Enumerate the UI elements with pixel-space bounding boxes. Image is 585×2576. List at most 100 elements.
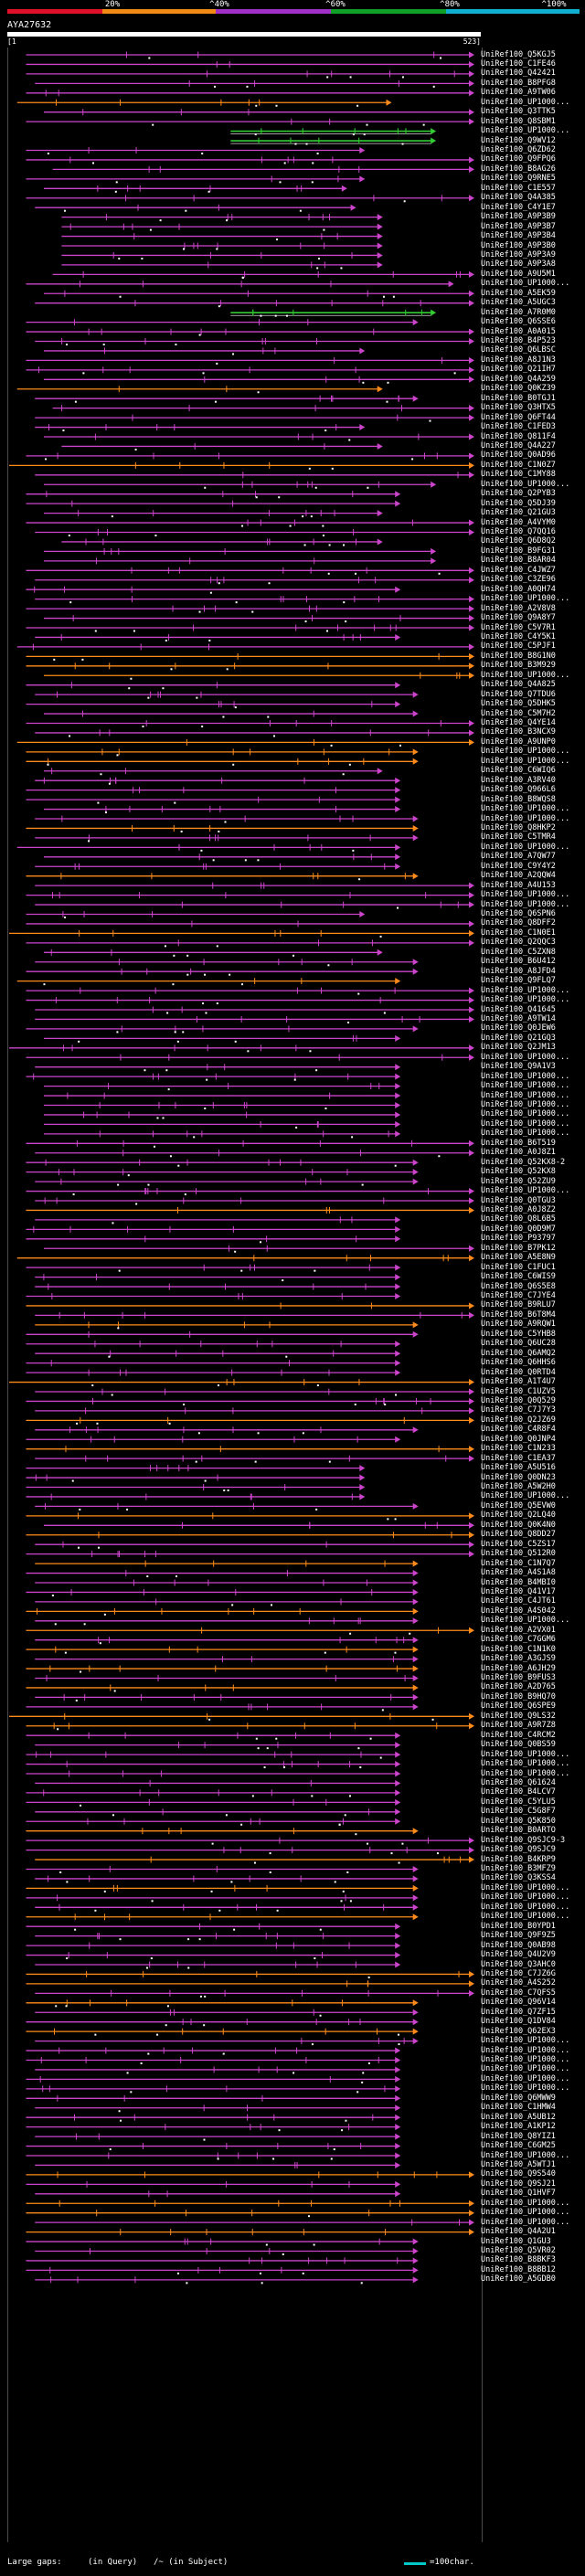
hit-label[interactable]: UniRef100_A0J8Z1 <box>481 1148 556 1158</box>
hit-label[interactable]: UniRef100_UP1000... <box>481 985 570 995</box>
hit-label[interactable]: UniRef100_Q9S540 <box>481 2169 556 2179</box>
hit-label[interactable]: UniRef100_UP1000... <box>481 2217 570 2227</box>
hit-row[interactable] <box>61 214 383 222</box>
hit-row[interactable] <box>230 137 437 145</box>
hit-row[interactable] <box>61 261 383 270</box>
hit-label[interactable]: UniRef100_B8BKF3 <box>481 2255 556 2265</box>
hit-label[interactable]: UniRef100_C6GM25 <box>481 2141 556 2151</box>
hit-label[interactable]: UniRef100_Q3HTX5 <box>481 403 556 413</box>
hit-row[interactable] <box>26 156 474 164</box>
hit-label[interactable]: UniRef100_B7PK12 <box>481 1243 556 1253</box>
hit-label[interactable]: UniRef100_C4Y5K1 <box>481 631 556 641</box>
hit-label[interactable]: UniRef100_Q4A2U1 <box>481 2227 556 2237</box>
hit-row[interactable] <box>26 1732 401 1740</box>
hit-row[interactable] <box>26 500 401 507</box>
hit-row[interactable] <box>35 1875 419 1883</box>
hit-row[interactable] <box>43 1111 401 1119</box>
hit-label[interactable]: UniRef100_UP1000... <box>481 2073 570 2083</box>
hit-label[interactable]: UniRef100_C5G8F7 <box>481 1807 556 1817</box>
hit-row[interactable] <box>26 1436 401 1443</box>
hit-label[interactable]: UniRef100_Q9SJ21 <box>481 2178 556 2189</box>
hit-label[interactable]: UniRef100_UP1000... <box>481 594 570 604</box>
hit-label[interactable]: UniRef100_A9P3A8 <box>481 260 556 270</box>
hit-label[interactable]: UniRef100_Q5DJ39 <box>481 498 556 508</box>
hit-row[interactable] <box>26 1665 419 1673</box>
hit-row[interactable] <box>35 959 419 967</box>
hit-row[interactable] <box>230 309 437 317</box>
hit-label[interactable]: UniRef100_Q96V14 <box>481 1998 556 2008</box>
hit-label[interactable]: UniRef100_Q5EVW0 <box>481 1500 556 1511</box>
hit-label[interactable]: UniRef100_B4MBI0 <box>481 1577 556 1587</box>
hit-label[interactable]: UniRef100_Q6FT44 <box>481 412 556 422</box>
hit-label[interactable]: UniRef100_UP1000... <box>481 1749 570 1759</box>
hit-row[interactable] <box>26 1828 419 1836</box>
hit-row[interactable] <box>26 605 474 613</box>
hit-row[interactable] <box>43 1120 401 1129</box>
hit-row[interactable] <box>26 2028 419 2036</box>
hit-row[interactable] <box>26 1360 401 1367</box>
hit-label[interactable]: UniRef100_A5UB12 <box>481 2112 556 2122</box>
hit-label[interactable]: UniRef100_UP1000... <box>481 479 570 489</box>
hit-label[interactable]: UniRef100_A5WTJ1 <box>481 2159 556 2169</box>
hit-label[interactable]: UniRef100_C9Y4Y2 <box>481 861 556 871</box>
hit-row[interactable] <box>26 2094 401 2102</box>
hit-label[interactable]: UniRef100_B3M929 <box>481 661 556 671</box>
hit-row[interactable] <box>26 1264 401 1272</box>
hit-row[interactable] <box>35 2276 419 2284</box>
hit-label[interactable]: UniRef100_UP1000... <box>481 2036 570 2046</box>
hit-label[interactable]: UniRef100_Q21GQ3 <box>481 1033 556 1043</box>
hit-label[interactable]: UniRef100_UP1000... <box>481 126 570 136</box>
hit-label[interactable]: UniRef100_A2VX01 <box>481 1625 556 1635</box>
hit-row[interactable] <box>16 978 401 986</box>
hit-row[interactable] <box>52 165 474 173</box>
hit-label[interactable]: UniRef100_UP1000... <box>481 279 570 289</box>
hit-label[interactable]: UniRef100_C6WIS9 <box>481 1272 556 1282</box>
hit-label[interactable]: UniRef100_A7QW77 <box>481 852 556 862</box>
hit-row[interactable] <box>230 128 437 136</box>
hit-label[interactable]: UniRef100_UP1000... <box>481 2150 570 2160</box>
hit-row[interactable] <box>26 1923 401 1931</box>
hit-row[interactable] <box>35 863 401 870</box>
hit-row[interactable] <box>26 2200 474 2207</box>
hit-row[interactable] <box>26 1159 419 1167</box>
hit-row[interactable] <box>26 2152 401 2160</box>
hit-label[interactable]: UniRef100_Q4A385 <box>481 193 556 203</box>
hit-row[interactable] <box>35 834 419 843</box>
hit-row[interactable] <box>26 911 366 918</box>
hit-row[interactable] <box>26 968 419 976</box>
hit-label[interactable]: UniRef100_Q8HKP2 <box>481 822 556 832</box>
hit-label[interactable]: UniRef100_A3RV40 <box>481 775 556 785</box>
hit-label[interactable]: UniRef100_A5E8N9 <box>481 1253 556 1263</box>
hit-label[interactable]: UniRef100_C1N7Q7 <box>481 1558 556 1568</box>
hit-label[interactable]: UniRef100_UP1000... <box>481 899 570 909</box>
hit-row[interactable] <box>43 1092 401 1099</box>
hit-label[interactable]: UniRef100_A9P3B0 <box>481 240 556 250</box>
hit-row[interactable] <box>43 853 401 862</box>
hit-label[interactable]: UniRef100_C7JYE4 <box>481 1291 556 1300</box>
hit-label[interactable]: UniRef100_Q3KSS4 <box>481 1873 556 1883</box>
hit-row[interactable] <box>35 2190 401 2198</box>
hit-row[interactable] <box>26 2019 419 2027</box>
hit-row[interactable] <box>26 60 474 68</box>
hit-row[interactable] <box>35 1989 474 1998</box>
hit-label[interactable]: UniRef100_Q52KX8 <box>481 1167 556 1177</box>
hit-label[interactable]: UniRef100_B4KRP9 <box>481 1854 556 1864</box>
hit-label[interactable]: UniRef100_Q0RTD4 <box>481 1367 556 1377</box>
hit-row[interactable] <box>26 920 474 928</box>
hit-row[interactable] <box>43 768 383 776</box>
hit-row[interactable] <box>26 195 474 203</box>
hit-label[interactable]: UniRef100_UP1000... <box>481 2064 570 2074</box>
hit-row[interactable] <box>26 1684 419 1692</box>
hit-row[interactable] <box>35 1933 401 1941</box>
hit-label[interactable]: UniRef100_B0ARTO <box>481 1826 556 1836</box>
hit-row[interactable] <box>26 1416 474 1425</box>
hit-label[interactable]: UniRef100_C1FE46 <box>481 58 556 69</box>
hit-row[interactable] <box>26 1818 401 1826</box>
hit-row[interactable] <box>26 2085 401 2094</box>
hit-label[interactable]: UniRef100_A1KP12 <box>481 2122 556 2132</box>
hit-label[interactable]: UniRef100_B9FUS3 <box>481 1673 556 1682</box>
hit-row[interactable] <box>26 758 419 766</box>
hit-label[interactable]: UniRef100_A9RQW1 <box>481 1320 556 1330</box>
hit-label[interactable]: UniRef100_UP1000... <box>481 813 570 823</box>
hit-row[interactable] <box>26 319 419 326</box>
